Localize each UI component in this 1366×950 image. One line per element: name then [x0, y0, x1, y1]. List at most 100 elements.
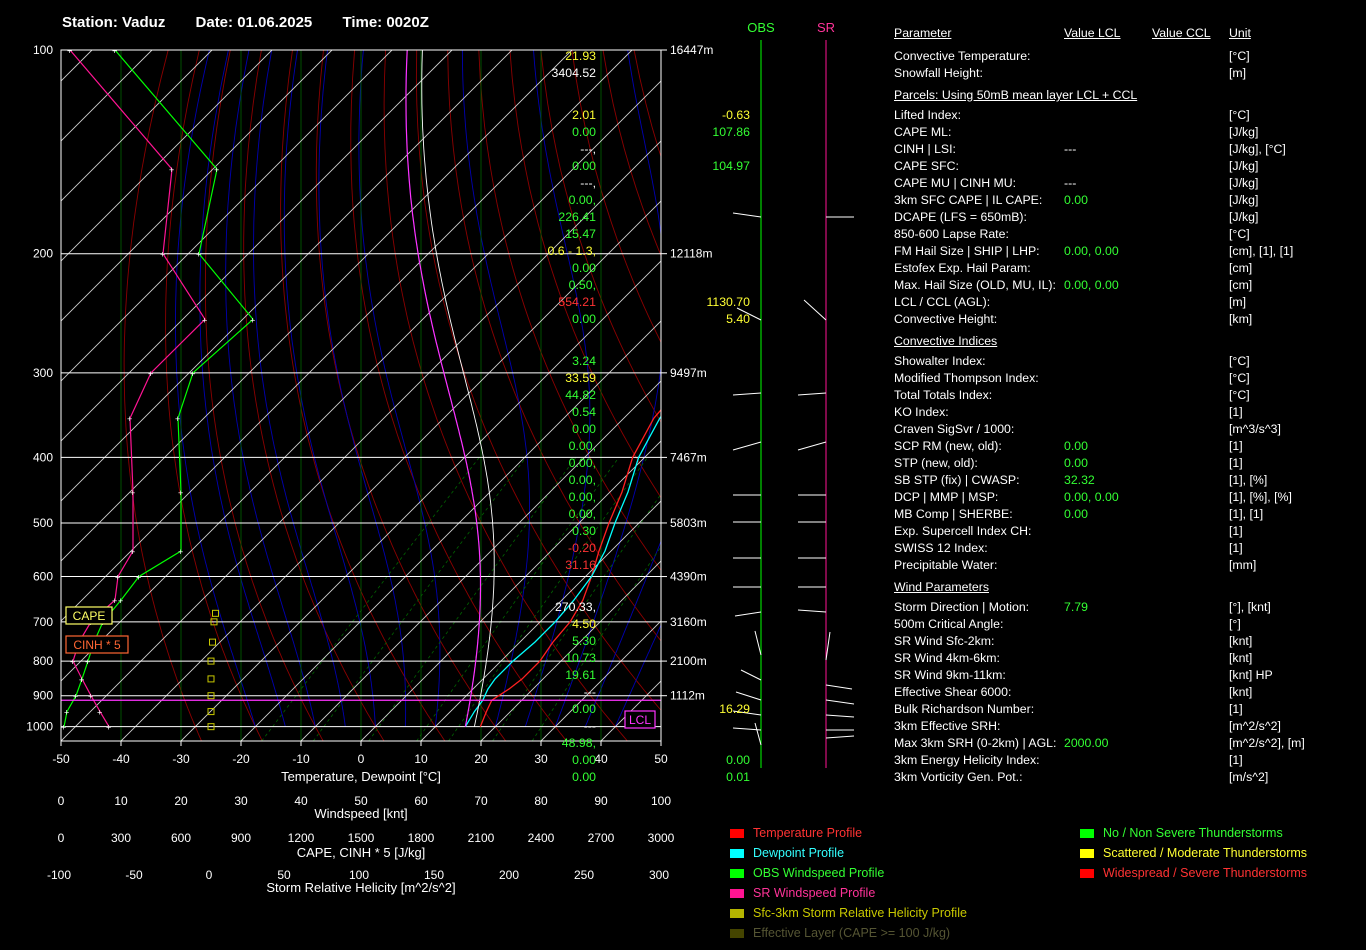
- temp-tick-label: 40: [594, 752, 608, 766]
- dry-adiabat: [123, 50, 202, 741]
- windspeed-tick-label: 90: [594, 794, 608, 808]
- sr-wind-barb: [825, 699, 855, 705]
- cinh-badge: CINH * 5: [73, 638, 121, 652]
- legend-label: Widespread / Severe Thunderstorms: [1103, 866, 1308, 880]
- cape-badge-box: [65, 606, 113, 625]
- param-unit: [knt]: [1229, 651, 1253, 665]
- param-value-ccl: 1130.70: [706, 295, 750, 309]
- sr-wind-barb: [797, 392, 827, 396]
- param-unit: [J/kg]: [1229, 125, 1259, 139]
- obs-wind-marker: +: [196, 250, 201, 260]
- param-unit: [cm]: [1229, 261, 1253, 275]
- param-label: Snowfall Height:: [894, 66, 983, 80]
- srh-marker: [209, 638, 216, 646]
- windspeed-tick-label: 20: [174, 794, 188, 808]
- dry-adiabat: [478, 50, 661, 571]
- station-label: Station: Vaduz: [62, 14, 166, 31]
- param-value-lcl: 0.00: [572, 702, 596, 716]
- pressure-tick-label: 600: [33, 570, 53, 584]
- param-label: Total Totals Index:: [894, 388, 993, 402]
- param-label: CAPE MU | CINH MU:: [894, 176, 1017, 190]
- obs-wind-marker: +: [175, 414, 180, 424]
- srh-axis-title: Storm Relative Helicity [m^2/s^2]: [266, 880, 455, 895]
- param-value-lcl: 0.00: [572, 125, 596, 139]
- param-unit: [J/kg]: [1229, 176, 1259, 190]
- isotherm: [61, 80, 661, 682]
- sr-wind-marker: +: [160, 250, 165, 260]
- temp-tick-label: -40: [112, 752, 130, 766]
- windspeed-tick-label: 10: [114, 794, 128, 808]
- param-value-extra: 32.32: [1064, 473, 1095, 487]
- param-value-extra: 0.00, 0.00: [1064, 244, 1119, 258]
- height-label: 9497m: [670, 366, 707, 380]
- legend-swatch: [1080, 868, 1094, 878]
- cape-axis-title: CAPE, CINH * 5 [J/kg]: [297, 845, 426, 860]
- param-value-ccl: 0.00: [726, 753, 750, 767]
- height-label: 2100m: [670, 654, 707, 668]
- parcel-curve: [405, 50, 482, 727]
- obs-wind-marker: +: [61, 723, 66, 733]
- srh-tick-label: 50: [277, 868, 291, 882]
- param-header-unit: Unit: [1229, 26, 1251, 40]
- isotherm: [61, 50, 573, 562]
- param-value-lcl: 0.00,: [568, 507, 596, 521]
- legend-profile-item: OBS Windspeed Profile: [730, 863, 967, 883]
- legend-label: OBS Windspeed Profile: [753, 866, 885, 880]
- param-label: Max 3km SRH (0-2km) | AGL:: [894, 736, 1057, 750]
- srh-marker: [207, 692, 215, 700]
- param-label: Lifted Index:: [894, 108, 961, 122]
- param-label: DCAPE (LFS = 650mB):: [894, 210, 1027, 224]
- param-value-lcl: 5.30: [572, 634, 596, 648]
- mixing-ratio-line: [531, 546, 661, 741]
- isotherm: [61, 50, 453, 442]
- sr-wind-marker: +: [67, 46, 72, 56]
- temp-tick-label: -10: [292, 752, 310, 766]
- legend-label: Temperature Profile: [753, 826, 863, 840]
- isotherm: [480, 560, 661, 741]
- isotherm: [61, 50, 213, 202]
- isotherm: [0, 50, 32, 741]
- sr-wind-marker: +: [148, 369, 153, 379]
- sr-wind-barb: [825, 714, 855, 718]
- sr-wind-barb: [825, 735, 855, 739]
- sr-wind-marker: +: [88, 692, 93, 702]
- mixing-ratio-line: [312, 457, 527, 741]
- param-unit: [1], [%], [%]: [1229, 490, 1292, 504]
- obs-wind-marker: +: [112, 46, 117, 56]
- param-unit: [1]: [1229, 456, 1243, 470]
- sr-wind-marker: +: [130, 488, 135, 498]
- param-unit: [1]: [1229, 541, 1243, 555]
- srh-marker: [207, 708, 215, 716]
- param-unit: [m^3/s^3]: [1229, 422, 1281, 436]
- srh-tick-label: -100: [47, 868, 71, 882]
- moist-adiabat: [524, 50, 591, 727]
- obs-wind-marker: +: [178, 547, 183, 557]
- sr-wind-barb: [797, 441, 827, 451]
- moist-adiabat: [584, 539, 661, 727]
- param-value-lcl: 226.41: [558, 210, 596, 224]
- param-value-lcl: 0.00: [572, 422, 596, 436]
- param-label: SCP RM (new, old):: [894, 439, 1002, 453]
- param-label: CINH | LSI:: [894, 142, 956, 156]
- dry-adiabat: [633, 50, 661, 159]
- legend-label: Dewpoint Profile: [753, 846, 845, 860]
- param-label: Showalter Index:: [894, 354, 986, 368]
- obs-wind-barb: [754, 722, 762, 746]
- param-unit: [°C]: [1229, 227, 1250, 241]
- param-label: CAPE ML:: [894, 125, 952, 139]
- height-label: 5803m: [670, 516, 707, 530]
- isotherm: [120, 200, 661, 741]
- param-label: Max. Hail Size (OLD, MU, IL):: [894, 278, 1056, 292]
- param-unit: [knt]: [1229, 685, 1253, 699]
- obs-wind-barb: [754, 630, 762, 656]
- sr-wind-barb: [797, 609, 827, 613]
- legend-profile-item: Dewpoint Profile: [730, 843, 967, 863]
- obs-wind-barb: [732, 392, 762, 396]
- temp-tick-label: 50: [654, 752, 668, 766]
- legend-thunderstorm-classes: No / Non Severe Thunderstorms Scattered /…: [1080, 823, 1307, 883]
- dry-adiabat: [315, 50, 507, 741]
- param-value-lcl: 4.50: [572, 617, 596, 631]
- obs-wind-marker: +: [73, 692, 78, 702]
- mixing-ratio-line: [416, 457, 620, 741]
- isotherm: [420, 500, 661, 741]
